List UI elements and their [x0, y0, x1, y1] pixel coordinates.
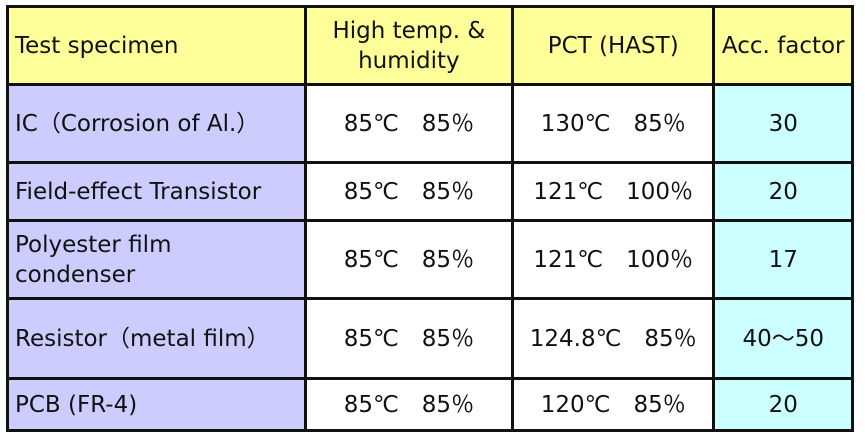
high-temp-cell: 85℃ 85％	[303, 377, 515, 432]
acc-cell: 20	[712, 377, 854, 432]
pct-cell: 130℃ 85％	[511, 83, 716, 164]
header-high-temp: High temp. & humidity	[303, 5, 515, 86]
high-temp-cell: 85℃ 85％	[303, 83, 515, 164]
acc-cell: 40～50	[712, 297, 854, 380]
specimen-cell: Field-effect Transistor	[6, 161, 307, 222]
table-row: Field-effect Transistor 85℃ 85％ 121℃ 100…	[6, 161, 854, 222]
high-temp-cell: 85℃ 85％	[303, 161, 515, 222]
acc-cell: 20	[712, 161, 854, 222]
specimen-cell: PCB (FR-4)	[6, 377, 307, 432]
header-pct: PCT (HAST)	[511, 5, 716, 86]
header-acc: Acc. factor	[712, 5, 854, 86]
header-row: Test specimen High temp. & humidity PCT …	[6, 5, 854, 86]
specimen-cell: IC（Corrosion of Al.）	[6, 83, 307, 164]
table-row: Polyester film condenser 85℃ 85％ 121℃ 10…	[6, 219, 854, 300]
acceleration-factor-table: Test specimen High temp. & humidity PCT …	[6, 5, 854, 432]
table-row: IC（Corrosion of Al.） 85℃ 85％ 130℃ 85％ 30	[6, 83, 854, 164]
high-temp-cell: 85℃ 85％	[303, 219, 515, 300]
pct-cell: 121℃ 100％	[511, 161, 716, 222]
acc-cell: 30	[712, 83, 854, 164]
high-temp-cell: 85℃ 85％	[303, 297, 515, 380]
pct-cell: 120℃ 85％	[511, 377, 716, 432]
table-row: PCB (FR-4) 85℃ 85％ 120℃ 85％ 20	[6, 377, 854, 432]
acc-cell: 17	[712, 219, 854, 300]
header-specimen: Test specimen	[6, 5, 307, 86]
pct-cell: 124.8℃ 85％	[511, 297, 716, 380]
specimen-cell: Polyester film condenser	[6, 219, 307, 300]
table-row: Resistor（metal film） 85℃ 85％ 124.8℃ 85％ …	[6, 297, 854, 380]
pct-cell: 121℃ 100％	[511, 219, 716, 300]
specimen-cell: Resistor（metal film）	[6, 297, 307, 380]
